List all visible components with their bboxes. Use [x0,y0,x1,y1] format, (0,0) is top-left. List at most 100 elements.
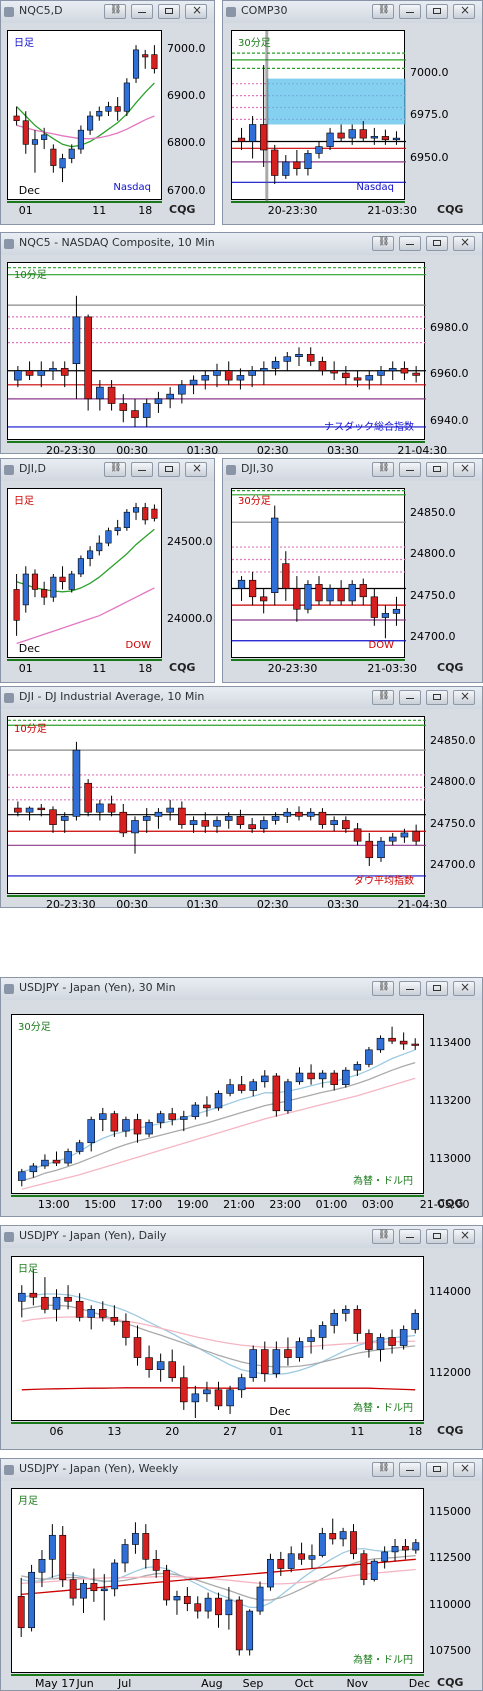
window-title: NQC5,D [19,4,63,17]
close-button[interactable] [185,461,207,477]
x-tick-label: Dec [408,1677,431,1690]
maximize-button[interactable] [158,462,180,477]
candle [260,361,268,385]
candle [359,578,367,606]
plot-area[interactable]: 日足 DOW [7,488,162,658]
minimize-button[interactable] [399,4,421,19]
close-button[interactable] [453,235,475,251]
x-tick-label: Nov [346,1677,368,1690]
candlestick-chart [13,502,158,645]
title-bar[interactable]: NQC5,D [1,1,214,23]
plot-area[interactable]: 日足 為替・ドル円 [11,1256,424,1421]
plot-area[interactable]: 10分足 ダウ平均指数 [7,716,426,894]
maximize-button[interactable] [426,1229,448,1244]
y-tick-label: 113200 [429,1094,471,1108]
x-axis-line [231,201,405,203]
candle [353,370,362,388]
candle [132,502,140,520]
minimize-button[interactable] [399,690,421,705]
minimize-button[interactable] [399,981,421,996]
y-tick-label: 112000 [429,1365,471,1379]
close-button[interactable] [453,980,475,996]
close-button[interactable] [453,1228,475,1244]
candle [84,779,92,817]
link-icon-button[interactable] [104,4,126,19]
candle [50,574,57,602]
window-title: COMP30 [241,4,288,17]
title-bar[interactable]: DJI - DJ Industrial Average, 10 Min [1,687,482,709]
x-axis: 20-23:30 00:30 01:30 02:30 03:30 21-04:30 [7,895,447,911]
x-tick-label: 03:30 [327,444,359,457]
candle [318,808,327,829]
minimize-button[interactable] [399,462,421,477]
maximize-button[interactable] [158,4,180,19]
maximize-button[interactable] [426,981,448,996]
maximize-button[interactable] [426,4,448,19]
moving-average-line [21,1061,416,1182]
minimize-button[interactable] [399,236,421,251]
maximize-button[interactable] [426,236,448,251]
cqg-logo: CQG [169,661,196,674]
candle [18,1285,26,1318]
x-tick-label: 20 [165,1425,180,1438]
candle [350,1524,357,1560]
candle [381,605,390,639]
timeframe-label: 日足 [18,1264,38,1275]
minimize-button[interactable] [399,1462,421,1477]
link-icon-button[interactable] [104,462,126,477]
plot-area[interactable]: 30分足 Nasdaq [231,30,406,201]
title-bar[interactable]: DJI,30 [223,459,482,481]
close-button[interactable] [453,689,475,705]
link-icon-button[interactable] [372,1229,394,1244]
title-bar[interactable]: NQC5 - NASDAQ Composite, 10 Min [1,233,482,255]
close-button[interactable] [453,3,475,19]
title-bar[interactable]: USDJPY - Japan (Yen), Daily [1,1226,482,1248]
candle [411,1309,419,1334]
link-icon-button[interactable] [372,1462,394,1477]
link-icon-button[interactable] [372,981,394,996]
candle [154,808,163,829]
candle [315,141,323,159]
close-button[interactable] [453,461,475,477]
maximize-button[interactable] [426,690,448,705]
minimize-button[interactable] [131,4,153,19]
maximize-button[interactable] [426,1462,448,1477]
candle [342,1305,350,1322]
candle [59,566,66,590]
candle [353,822,362,846]
window-title: DJI,D [19,462,46,475]
candle [142,49,149,69]
link-icon-button[interactable] [372,462,394,477]
minimize-button[interactable] [131,462,153,477]
close-button[interactable] [185,3,207,19]
minimize-button[interactable] [399,1229,421,1244]
title-bar[interactable]: USDJPY - Japan (Yen), Weekly [1,1459,482,1481]
moving-average-line [16,587,155,645]
candle [400,828,409,843]
link-icon-button[interactable] [372,236,394,251]
candle [304,150,312,176]
title-bar[interactable]: COMP30 [223,1,482,23]
candle [178,380,186,404]
link-icon-button[interactable] [372,4,394,19]
candle [123,509,130,531]
plot-area[interactable]: 30分足 為替・ドル円 [11,1014,424,1194]
link-icon-button[interactable] [372,690,394,705]
candle [25,806,34,821]
plot-area[interactable]: 10分足 ナスダック総合指数 [7,262,426,440]
maximize-button[interactable] [426,462,448,477]
cqg-logo: CQG [437,661,464,674]
title-bar[interactable]: DJI,D [1,459,214,481]
candle [48,1524,56,1578]
close-button[interactable] [453,1461,475,1477]
plot-area[interactable]: 月足 為替・ドル円 [11,1488,424,1673]
plot-area[interactable]: 30分足 DOW [231,488,406,658]
candle [261,1341,269,1382]
candlestick-chart [18,1026,419,1190]
candle [166,387,174,409]
title-bar[interactable]: USDJPY - Japan (Yen), 30 Min [1,978,482,1000]
candle [87,1305,95,1330]
candle [330,361,338,381]
plot-area[interactable]: 日足 Nasdaq [7,30,162,200]
candle [377,837,385,862]
